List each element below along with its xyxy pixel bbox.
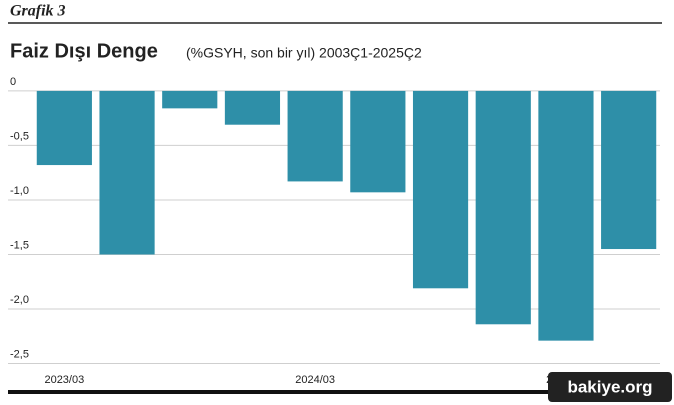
bar <box>36 90 92 166</box>
y-tick-label: 0 <box>10 76 16 88</box>
watermark: bakiye.org <box>567 377 652 396</box>
bar <box>287 90 343 182</box>
bar <box>601 90 657 250</box>
header: Grafik 3 <box>10 3 66 20</box>
chart-subtitle: (%GSYH, son bir yıl) 2003Ç1-2025Ç2 <box>186 45 422 61</box>
y-tick-label: -1,0 <box>10 185 29 197</box>
x-tick-label: 2023/03 <box>44 374 84 386</box>
y-tick-label: -2,5 <box>10 348 29 360</box>
y-tick-label: -1,5 <box>10 239 29 251</box>
bar <box>350 90 406 193</box>
x-tick-label: 2024/03 <box>295 374 335 386</box>
y-tick-label: -2,0 <box>10 294 29 306</box>
watermark-box <box>548 372 672 402</box>
chart-title: Faiz Dışı Denge <box>10 40 158 62</box>
bar <box>475 90 531 325</box>
bar <box>224 90 281 125</box>
y-tick-label: -0,5 <box>10 130 29 142</box>
bar <box>538 90 594 341</box>
bar <box>99 90 155 255</box>
bar <box>412 90 469 289</box>
bar <box>162 90 218 109</box>
